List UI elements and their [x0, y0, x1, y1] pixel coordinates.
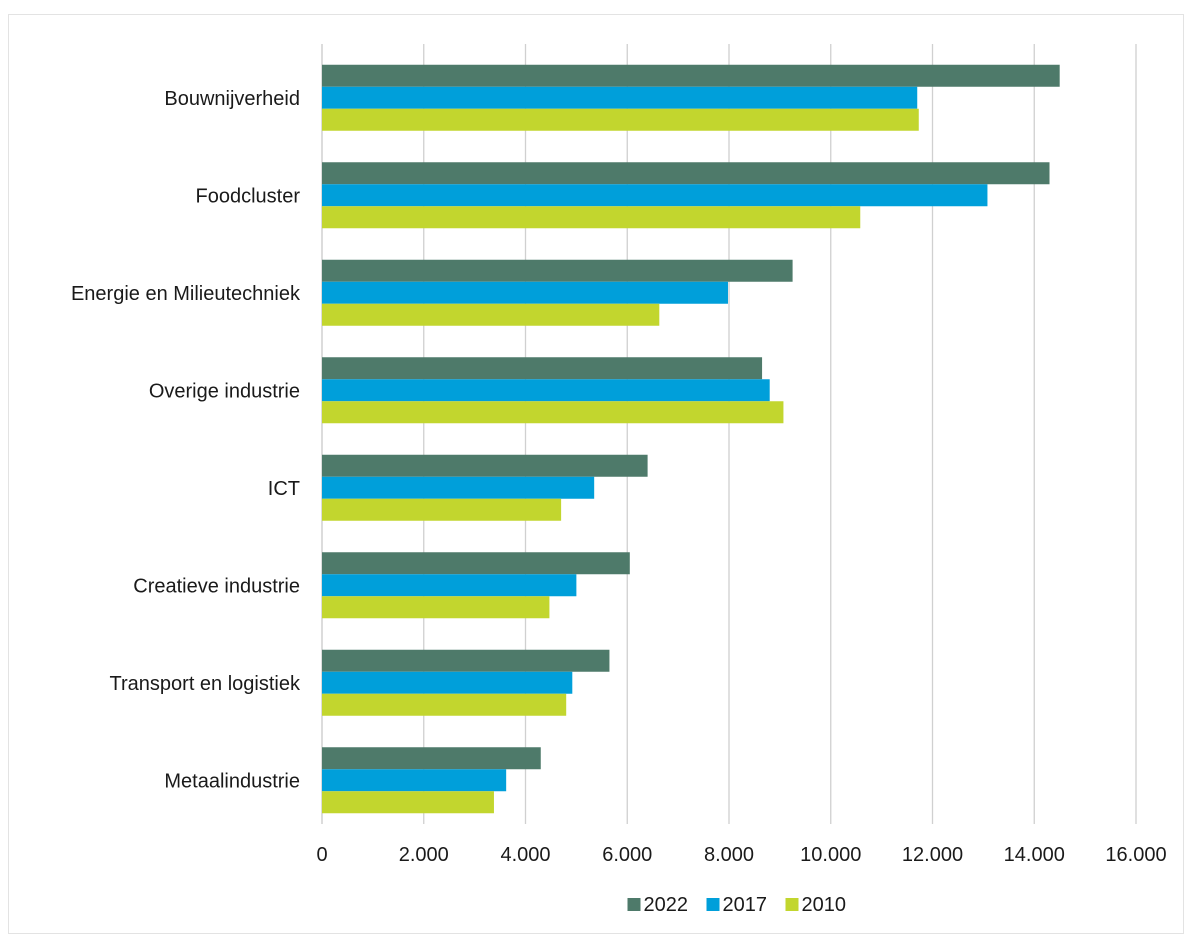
bar-2010-4	[322, 498, 562, 521]
bar-2017-3	[322, 379, 770, 402]
x-tick-labels: 0 2.000 4.000 6.000 8.000 10.000 12.000 14.000 1…	[316, 844, 1166, 866]
bar-2022-1	[322, 162, 1050, 185]
legend-swatch-2010	[785, 898, 799, 911]
bar-2010-3	[322, 401, 784, 424]
category-label-6: Transport en logistiek	[110, 673, 301, 695]
legend-label-2010: 2010	[802, 894, 847, 916]
bar-2010-7	[322, 791, 494, 814]
bar-2017-2	[322, 281, 728, 304]
bar-2022-0	[322, 64, 1060, 87]
x-tick-label-0: 0	[316, 844, 327, 866]
bar-2010-2	[322, 303, 660, 326]
legend-label-2017: 2017	[723, 894, 768, 916]
bar-2017-0	[322, 86, 918, 109]
x-tick-label-3: 6.000	[602, 844, 652, 866]
x-tick-label-4: 8.000	[704, 844, 754, 866]
bar-2010-0	[322, 108, 919, 131]
bar-2010-6	[322, 693, 567, 716]
bar-2022-3	[322, 357, 763, 380]
x-tick-label-1: 2.000	[399, 844, 449, 866]
bar-2022-6	[322, 649, 610, 672]
bar-2022-2	[322, 259, 793, 282]
category-label-2: Energie en Milieutechniek	[71, 283, 301, 305]
legend: 2022 2017 2010	[627, 894, 847, 916]
bar-2017-4	[322, 476, 595, 499]
category-label-1: Foodcluster	[196, 185, 301, 207]
bar-2017-7	[322, 769, 507, 792]
legend-label-2022: 2022	[644, 894, 689, 916]
bar-2022-5	[322, 552, 630, 575]
bar-2017-6	[322, 671, 573, 694]
bar-2010-1	[322, 206, 861, 229]
bar-2017-1	[322, 184, 988, 207]
bar-2017-5	[322, 574, 577, 597]
bars	[322, 64, 1060, 814]
bar-2010-5	[322, 596, 550, 619]
category-labels: Bouwnijverheid Foodcluster Energie en Mili…	[71, 88, 301, 793]
bar-2022-7	[322, 747, 541, 770]
legend-swatch-2017	[706, 898, 720, 911]
x-tick-label-5: 10.000	[800, 844, 861, 866]
x-tick-label-7: 14.000	[1004, 844, 1065, 866]
x-tick-label-2: 4.000	[500, 844, 550, 866]
category-label-3: Overige industrie	[149, 380, 300, 402]
x-tick-label-6: 12.000	[902, 844, 963, 866]
category-label-7: Metaalindustrie	[164, 770, 300, 792]
category-label-4: ICT	[268, 478, 300, 500]
bar-2022-4	[322, 454, 648, 477]
legend-swatch-2022	[627, 898, 641, 911]
x-tick-label-8: 16.000	[1105, 844, 1166, 866]
category-label-0: Bouwnijverheid	[164, 88, 300, 110]
category-label-5: Creatieve industrie	[133, 575, 300, 597]
